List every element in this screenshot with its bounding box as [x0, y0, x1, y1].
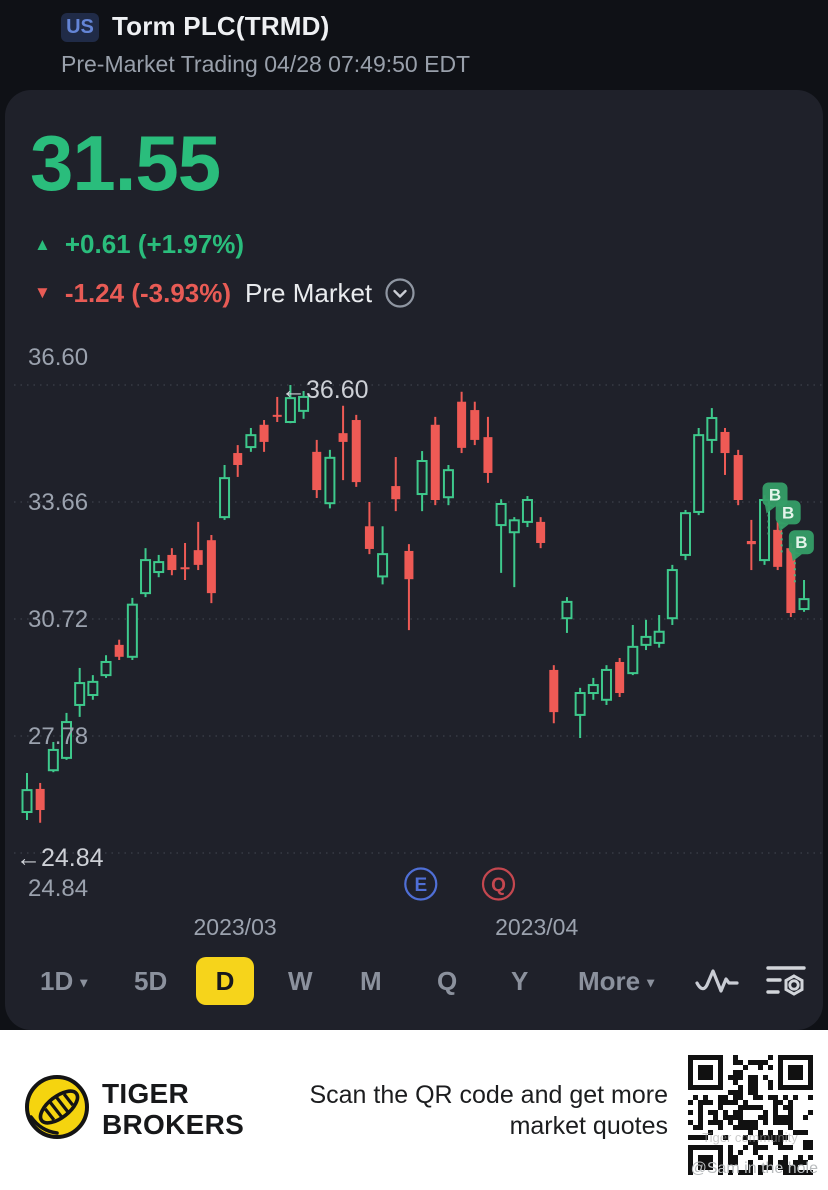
event-badge-e[interactable]: E	[404, 867, 438, 901]
buy-marker[interactable]: B	[775, 500, 801, 553]
market-badge: US	[61, 13, 99, 42]
svg-text:B: B	[769, 485, 781, 504]
svg-text:B: B	[782, 503, 794, 522]
y-axis-label: 27.78	[28, 723, 88, 750]
down-triangle-icon: ▼	[34, 283, 51, 302]
period-y[interactable]: Y	[511, 966, 529, 996]
y-axis-label: 36.60	[28, 344, 88, 371]
caret-down-icon: ▾	[80, 974, 88, 990]
chevron-down-circle-icon[interactable]	[384, 277, 416, 309]
period-toolbar: 1D ▾ 5D D W M Q Y More ▾	[0, 952, 828, 1010]
high-annotation: ←36.60	[281, 376, 369, 404]
period-d-selected[interactable]: D	[196, 957, 254, 1005]
line-chart-icon[interactable]	[694, 962, 740, 1005]
period-m[interactable]: M	[360, 966, 382, 996]
session-subtitle: Pre-Market Trading 04/28 07:49:50 EDT	[61, 51, 471, 77]
period-q[interactable]: Q	[437, 966, 458, 996]
daily-change-text: +0.61 (+1.97%)	[64, 229, 245, 259]
svg-text:B: B	[795, 533, 807, 552]
premarket-change-row[interactable]: ▼ -1.24 (-3.93%) Pre Market	[34, 277, 416, 309]
x-axis-label: 2023/03	[194, 914, 277, 940]
qr-code	[688, 1055, 813, 1175]
y-axis-label: 24.84	[28, 875, 88, 902]
svg-text:Q: Q	[491, 875, 506, 896]
period-5d[interactable]: 5D	[134, 966, 168, 996]
premarket-change-text: -1.24 (-3.93%)	[64, 277, 232, 308]
y-axis-label: 33.66	[28, 489, 88, 516]
event-badge-q[interactable]: Q	[481, 867, 516, 901]
watermark: @Sam in the hole	[690, 1160, 818, 1177]
indicator-settings-icon[interactable]	[764, 962, 808, 1009]
qr-caption: Scan the QR code and get more market quo…	[309, 1081, 668, 1140]
svg-text:E: E	[414, 875, 427, 896]
candlestick-chart[interactable]: ←36.60←24.8436.6033.6630.7227.7824.84BBB…	[0, 330, 828, 952]
period-1d[interactable]: 1D ▾	[40, 966, 88, 996]
tiger-brokers-logo	[23, 1073, 91, 1146]
period-more[interactable]: More ▾	[578, 966, 655, 996]
y-axis-label: 30.72	[28, 606, 88, 633]
daily-change-row: ▲ +0.61 (+1.97%)	[34, 229, 244, 260]
low-annotation: ←24.84	[16, 844, 104, 872]
caret-down-icon: ▾	[647, 974, 655, 990]
x-axis-label: 2023/04	[495, 914, 578, 940]
period-w[interactable]: W	[288, 966, 313, 996]
last-price: 31.55	[30, 119, 221, 207]
page-title: Torm PLC(TRMD)	[112, 11, 330, 41]
premarket-label: Pre Market	[245, 277, 373, 308]
qr-watermark: Tiger community	[702, 1130, 798, 1145]
brand-name: TIGER BROKERS	[102, 1078, 245, 1140]
buy-marker[interactable]: B	[788, 530, 814, 583]
up-triangle-icon: ▲	[34, 234, 51, 254]
